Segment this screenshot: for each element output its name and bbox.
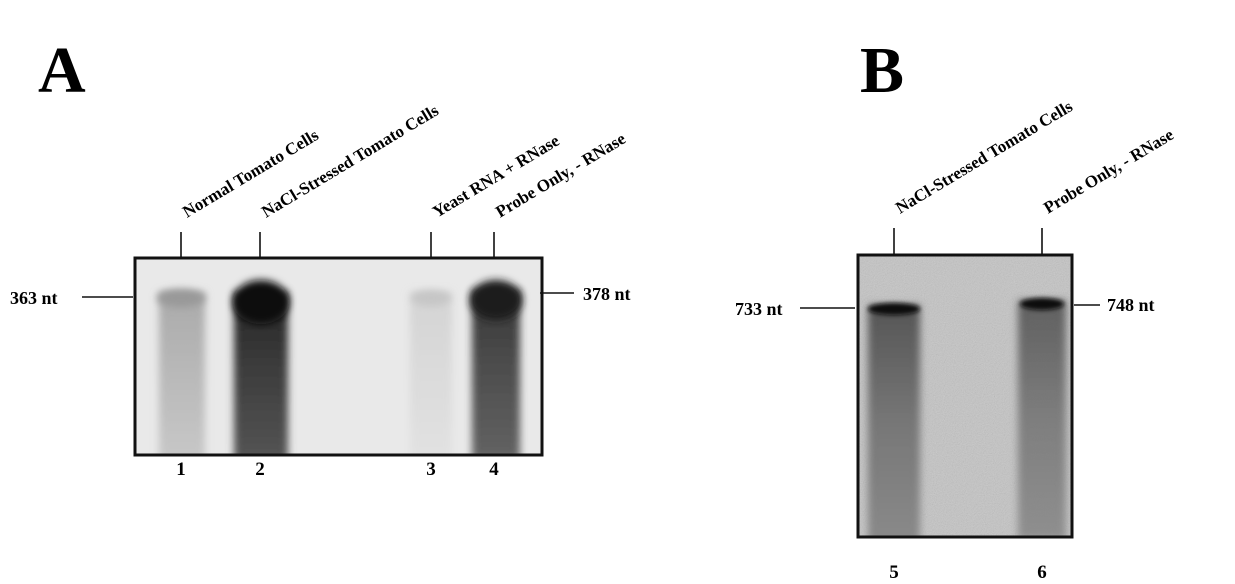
lane-number: 4 — [489, 459, 499, 480]
figure: A Normal Tomato Cells NaCl-Stressed Toma… — [0, 0, 1235, 584]
size-marker: 733 nt — [735, 299, 783, 319]
lane-number: 2 — [255, 459, 265, 480]
gel-shape — [411, 290, 451, 306]
gel-shape — [233, 280, 289, 324]
gel-shape — [868, 303, 920, 315]
gel-image — [858, 255, 1072, 545]
gel-shape — [1018, 300, 1066, 540]
lane-number: 1 — [176, 459, 186, 480]
gel-shape — [159, 292, 205, 462]
gel-image — [135, 258, 542, 462]
lane-label: Normal Tomato Cells — [179, 125, 322, 221]
gel-shape — [470, 280, 522, 320]
panel-label: A — [38, 34, 86, 107]
gel-shape — [410, 292, 452, 462]
gel-shape — [868, 305, 920, 545]
gel-shape — [157, 289, 205, 307]
lane-number: 6 — [1037, 562, 1047, 583]
size-marker: 748 nt — [1107, 295, 1155, 315]
gel-shape — [1020, 298, 1064, 310]
size-marker: 378 nt — [583, 284, 631, 304]
lane-number: 3 — [426, 459, 436, 480]
lane-number: 5 — [889, 562, 899, 583]
lane-label: Probe Only, - RNase — [1040, 125, 1177, 218]
panel-label: B — [860, 34, 904, 107]
size-marker: 363 nt — [10, 288, 58, 308]
